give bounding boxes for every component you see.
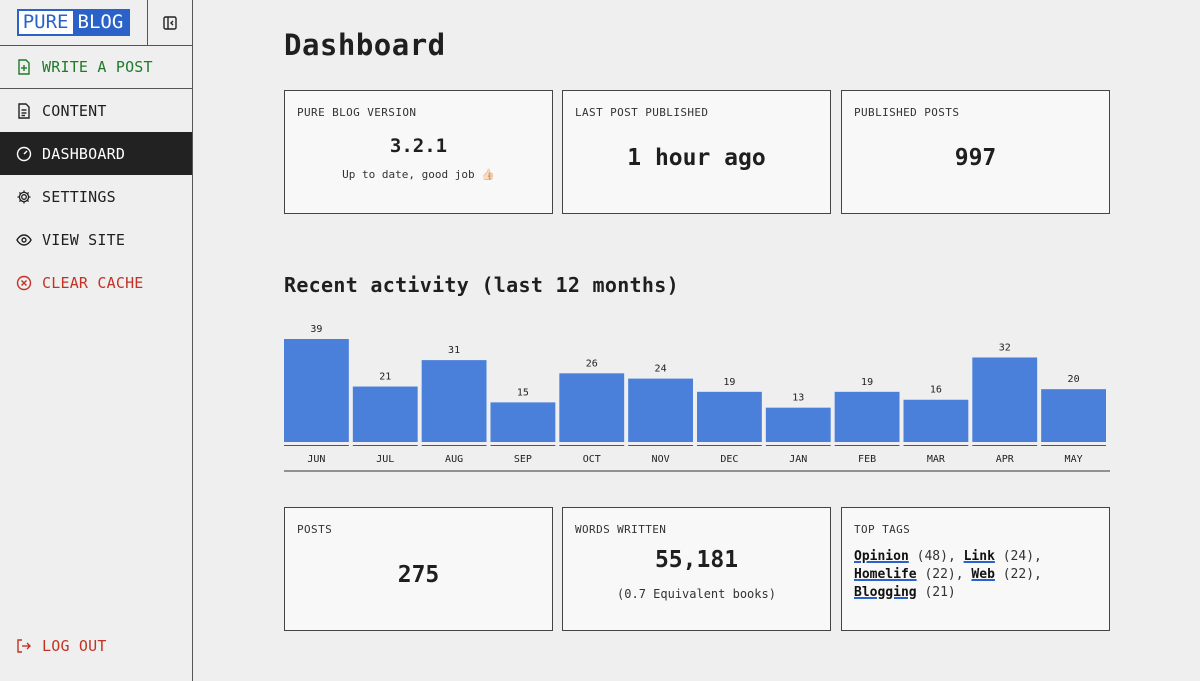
nav-dashboard[interactable]: DASHBOARD <box>0 132 192 175</box>
logo-part-1: PURE <box>18 11 73 34</box>
chart-month-label: FEB <box>858 454 876 465</box>
chart-month-label: DEC <box>720 454 738 465</box>
tag-count: (24) <box>1002 549 1035 564</box>
published-posts-card: PUBLISHED POSTS 997 <box>841 90 1110 214</box>
chart-value-label: 32 <box>999 342 1011 353</box>
posts-card: POSTS 275 <box>284 507 553 631</box>
chart-value-label: 20 <box>1068 374 1080 385</box>
chart-month-label: JAN <box>789 454 807 465</box>
chart-bar[interactable] <box>765 407 831 442</box>
collapse-sidebar-button[interactable] <box>148 0 192 45</box>
words-value: 55,181 <box>654 547 739 573</box>
chart-value-label: 31 <box>448 345 460 356</box>
chart-value-label: 16 <box>930 385 942 396</box>
chart-value-label: 15 <box>517 387 529 398</box>
eye-icon <box>16 232 32 248</box>
last-post-value: 1 hour ago <box>627 145 766 171</box>
posts-value: 275 <box>397 562 440 588</box>
nav-dashboard-label: DASHBOARD <box>42 144 126 163</box>
nav-settings[interactable]: SETTINGS <box>0 175 192 218</box>
tag-link[interactable]: Homelife <box>854 567 917 582</box>
chart-value-label: 26 <box>586 358 598 369</box>
nav-clear-cache[interactable]: CLEAR CACHE <box>0 261 192 304</box>
tag-link[interactable]: Blogging <box>854 585 917 600</box>
chart-month-label: AUG <box>445 454 463 465</box>
nav-write-a-post[interactable]: WRITE A POST <box>0 46 192 89</box>
file-plus-icon <box>16 59 32 75</box>
file-text-icon <box>16 102 32 119</box>
sidebar-collapse-icon <box>163 15 177 30</box>
tag-count: (22) <box>924 567 956 582</box>
chart-bar[interactable] <box>972 357 1038 442</box>
last-post-card: LAST POST PUBLISHED 1 hour ago <box>562 90 831 214</box>
version-value: 3.2.1 <box>389 135 448 157</box>
version-note: Up to date, good job 👍🏻 <box>342 168 495 181</box>
chart-bar[interactable] <box>421 360 487 442</box>
activity-title: Recent activity (last 12 months) <box>284 273 679 297</box>
nav-logout[interactable]: LOG OUT <box>0 624 192 667</box>
logout-icon <box>16 638 32 654</box>
top-tags-label: TOP TAGS <box>854 523 911 536</box>
chart-bar[interactable] <box>697 391 762 442</box>
nav-view-site-label: VIEW SITE <box>42 230 126 249</box>
logo-part-2: BLOG <box>72 11 129 34</box>
published-posts-label: PUBLISHED POSTS <box>854 106 960 119</box>
chart-bar[interactable] <box>284 339 349 442</box>
chart-bar[interactable] <box>352 386 418 442</box>
version-label: PURE BLOG VERSION <box>297 106 417 119</box>
tag-link[interactable]: Link <box>963 549 995 564</box>
top-tags-card: TOP TAGS Opinion (48), Link (24), Homeli… <box>841 507 1110 631</box>
chart-month-label: SEP <box>514 454 532 465</box>
sidebar: PURE BLOG WRITE A POST CONTENT DASHBOARD <box>0 0 193 681</box>
chart-bar[interactable] <box>490 402 556 442</box>
tag-link[interactable]: Web <box>971 567 995 582</box>
page-title: Dashboard <box>284 28 446 62</box>
tag-count: (48) <box>916 549 948 564</box>
x-circle-icon <box>16 275 32 291</box>
nav-view-site[interactable]: VIEW SITE <box>0 218 192 261</box>
published-posts-value: 997 <box>954 145 997 171</box>
chart-month-label: MAR <box>927 454 946 465</box>
brand: PURE BLOG <box>0 0 148 45</box>
chart-value-label: 19 <box>861 377 873 388</box>
chart-value-label: 13 <box>792 393 804 404</box>
nav-content[interactable]: CONTENT <box>0 89 192 132</box>
posts-label: POSTS <box>297 523 333 536</box>
last-post-label: LAST POST PUBLISHED <box>575 106 709 119</box>
nav-settings-label: SETTINGS <box>42 187 116 206</box>
tag-count: (21) <box>924 585 956 600</box>
version-card: PURE BLOG VERSION 3.2.1 Up to date, good… <box>284 90 553 214</box>
chart-value-label: 24 <box>655 364 667 375</box>
gear-icon <box>16 189 32 205</box>
nav-write-label: WRITE A POST <box>42 58 153 76</box>
gauge-icon <box>16 146 32 162</box>
chart-value-label: 21 <box>379 372 391 383</box>
chart-month-label: JUN <box>307 454 325 465</box>
activity-chart: 39 JUN 21 JUL 31 AUG 15 SEP 26 OCT 24 NOV 19 DEC 13 JAN… <box>284 324 1110 472</box>
chart-month-label: APR <box>996 454 1015 465</box>
chart-value-label: 19 <box>723 377 735 388</box>
chart-month-label: NOV <box>652 454 670 465</box>
chart-bar[interactable] <box>834 391 900 442</box>
chart-bar[interactable] <box>903 399 969 442</box>
tag-link[interactable]: Opinion <box>854 549 909 564</box>
nav-content-label: CONTENT <box>42 101 107 120</box>
tag-count: (22) <box>1002 567 1035 582</box>
chart-month-label: OCT <box>583 454 601 465</box>
brand-row: PURE BLOG <box>0 0 192 46</box>
top-tags-list: Opinion (48), Link (24), Homelife (22), … <box>854 549 1042 600</box>
chart-month-label: JUL <box>376 454 394 465</box>
chart-bar[interactable] <box>628 378 693 442</box>
logo[interactable]: PURE BLOG <box>16 9 131 36</box>
nav-logout-label: LOG OUT <box>42 636 107 655</box>
chart-bar[interactable] <box>559 373 625 442</box>
words-note: (0.7 Equivalent books) <box>617 587 776 601</box>
chart-bar[interactable] <box>1041 389 1106 442</box>
chart-month-label: MAY <box>1065 454 1083 465</box>
words-card: WORDS WRITTEN 55,181 (0.7 Equivalent boo… <box>562 507 831 631</box>
words-label: WORDS WRITTEN <box>575 523 667 536</box>
chart-value-label: 39 <box>310 324 322 335</box>
nav-clear-cache-label: CLEAR CACHE <box>42 273 144 292</box>
